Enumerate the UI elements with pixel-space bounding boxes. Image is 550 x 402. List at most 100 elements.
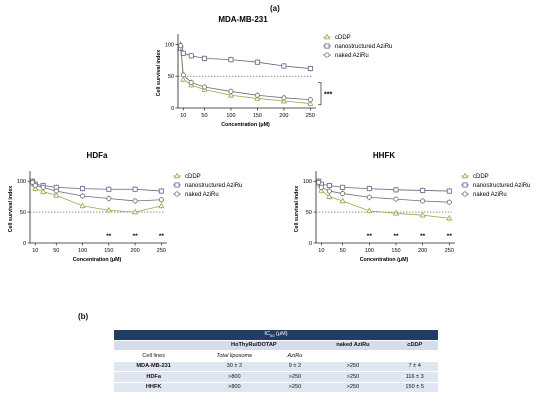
y-axis-label: Cell survival index xyxy=(8,186,14,233)
ic50-group-header-row: HoThyRu/DOTAP naked AziRu cDDP xyxy=(114,340,438,351)
ic50-table: IC50 (μM) HoThyRu/DOTAP naked AziRu cDDP… xyxy=(114,330,438,393)
ic50-title-unit: (μM) xyxy=(274,331,288,338)
sub-header-total-liposome: Total liposome xyxy=(193,350,276,362)
series-line xyxy=(32,183,162,213)
x-tick-label: 250 xyxy=(306,113,315,119)
chart-title: HDFa xyxy=(87,151,108,160)
y-tick-label: 50 xyxy=(306,210,312,216)
triangle-marker xyxy=(79,202,86,209)
sub-header-blank-2 xyxy=(391,350,438,362)
circle-marker xyxy=(318,184,324,190)
significance-label: ** xyxy=(106,233,112,240)
x-tick-label: 50 xyxy=(340,248,346,254)
x-tick-label: 200 xyxy=(418,248,427,254)
cell-line-name: MDA-MB-231 xyxy=(114,361,194,372)
legend-label: naked AziRu xyxy=(473,192,507,198)
ic50-title-row: IC50 (μM) xyxy=(114,330,438,341)
table-cell: >250 xyxy=(275,371,315,383)
square-marker xyxy=(174,182,180,188)
x-tick-label: 10 xyxy=(318,248,324,254)
circle-marker xyxy=(324,52,330,58)
group-header-cddp: cDDP xyxy=(391,340,438,351)
square-marker xyxy=(158,188,164,194)
square-marker xyxy=(106,186,112,192)
sub-header-aziru: AziRu xyxy=(275,350,315,362)
circle-marker xyxy=(228,88,234,94)
table-cell: >250 xyxy=(314,361,392,372)
square-marker xyxy=(462,182,468,188)
table-cell: 7 ± 4 xyxy=(391,361,438,372)
x-tick-label: 10 xyxy=(32,248,38,254)
y-tick-label: 50 xyxy=(168,74,174,80)
chart-hhfk: HHFK 0 50 100 10 50 100 150 200 250 Concentration … xyxy=(294,151,530,263)
x-tick-label: 50 xyxy=(53,248,59,254)
circle-marker xyxy=(201,84,207,90)
legend-label: nanostructured AziRu xyxy=(335,44,392,50)
circle-marker xyxy=(158,197,164,203)
y-tick-label: 50 xyxy=(20,210,26,216)
triangle-marker xyxy=(40,188,47,194)
table-cell: >800 xyxy=(193,371,276,383)
x-tick-label: 50 xyxy=(201,113,207,119)
square-marker xyxy=(188,53,194,59)
table-cell: 150 ± 5 xyxy=(391,382,438,393)
square-marker xyxy=(446,188,452,194)
chart-mda-mb-231: MDA-MB-231 0 50 100 10 50 100 150 200 250 Concentr… xyxy=(156,15,392,128)
table-cell: 9 ± 2 xyxy=(275,361,315,372)
triangle-marker xyxy=(326,193,333,199)
ic50-sub-header-row: Cell lines Total liposome AziRu xyxy=(114,350,438,362)
triangle-marker xyxy=(180,75,187,82)
circle-marker xyxy=(393,196,399,202)
series-line xyxy=(180,44,311,104)
triangle-marker xyxy=(366,207,373,214)
circle-marker xyxy=(188,80,194,86)
group-header-blank xyxy=(114,340,194,351)
square-marker xyxy=(324,43,330,49)
triangle-marker xyxy=(339,197,346,204)
x-tick-label: 100 xyxy=(78,248,87,254)
triangle-marker xyxy=(461,172,469,179)
triangle-marker xyxy=(227,91,235,98)
x-tick-label: 150 xyxy=(391,248,400,254)
table-cell: >250 xyxy=(314,371,392,383)
cell-line-name: HDFa xyxy=(114,371,194,383)
table-row: HDFa >800 >250 >250 116 ± 3 xyxy=(114,371,438,383)
circle-marker xyxy=(254,92,260,98)
sub-header-blank-1 xyxy=(314,350,392,362)
y-tick-label: 0 xyxy=(309,241,312,247)
circle-marker xyxy=(326,188,332,194)
circle-marker xyxy=(80,193,86,199)
triangle-marker xyxy=(419,211,426,218)
table-cell: >250 xyxy=(314,382,392,393)
square-marker xyxy=(420,187,426,193)
x-axis-label: Concentration (μM) xyxy=(73,257,122,263)
y-tick-label: 100 xyxy=(165,42,174,48)
chart-title: HHFK xyxy=(373,151,395,160)
legend-label: naked AziRu xyxy=(185,192,219,198)
x-axis-label: Concentration (μM) xyxy=(360,257,409,263)
table-cell: >800 xyxy=(193,382,276,393)
series-line xyxy=(32,182,162,202)
table-row: MDA-MB-231 30 ± 2 9 ± 2 >250 7 ± 4 xyxy=(114,361,438,372)
y-tick-label: 0 xyxy=(23,241,26,247)
square-marker xyxy=(80,186,86,192)
group-header-hothyru: HoThyRu/DOTAP xyxy=(193,340,315,351)
table-row: HHFK >800 >250 >250 150 ± 5 xyxy=(114,382,438,393)
circle-marker xyxy=(446,199,452,205)
circle-marker xyxy=(366,194,372,200)
legend-label: naked AziRu xyxy=(335,53,369,59)
circle-marker xyxy=(316,179,322,185)
square-marker xyxy=(254,59,260,65)
table-cell: 116 ± 3 xyxy=(391,371,438,383)
panel-a-label: (a) xyxy=(270,4,280,13)
triangle-marker xyxy=(105,206,112,213)
triangle-marker xyxy=(132,208,139,215)
triangle-marker xyxy=(446,214,453,221)
x-axis-label: Concentration (μM) xyxy=(221,122,270,128)
square-marker xyxy=(307,66,313,72)
circle-marker xyxy=(340,191,346,197)
circle-marker xyxy=(53,188,59,194)
x-tick-label: 150 xyxy=(104,248,113,254)
significance-bracket xyxy=(318,82,322,106)
